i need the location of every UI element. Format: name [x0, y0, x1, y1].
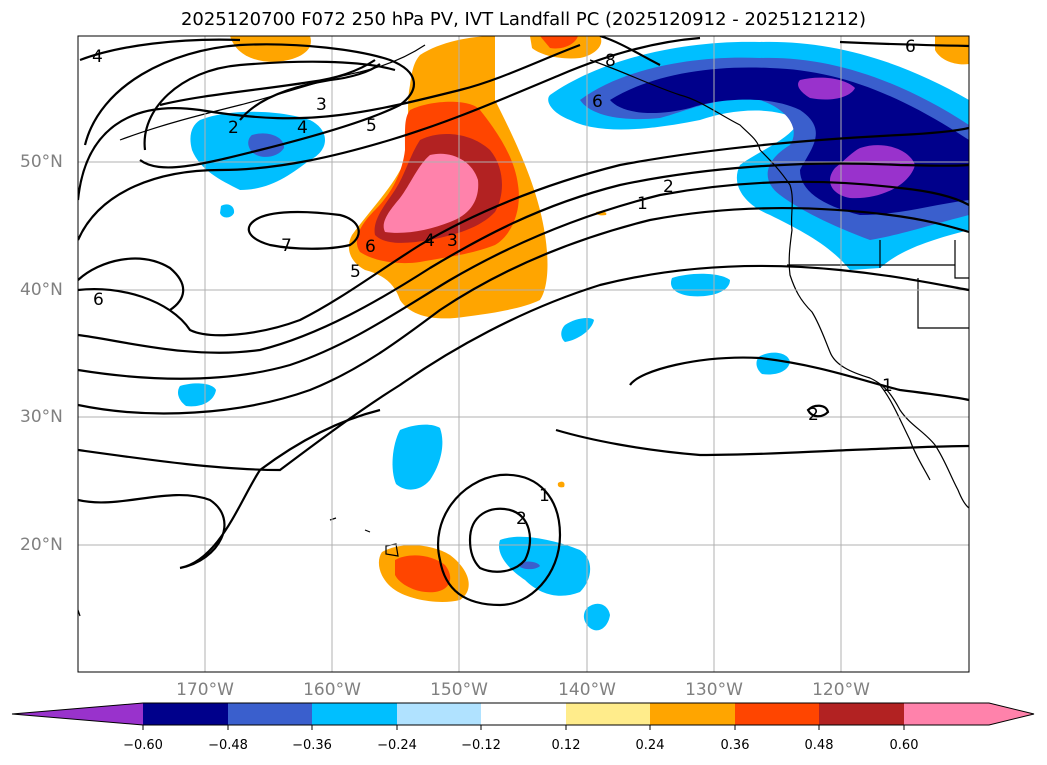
colorbar-tick-label: −0.24: [377, 738, 417, 753]
contour-label: 2: [808, 405, 819, 425]
contour-label: 6: [93, 290, 104, 310]
lon-label: 150°W: [430, 680, 488, 700]
colorbar-segment: [397, 703, 481, 725]
colorbar-tick-label: 0.24: [635, 738, 665, 753]
contour-label: 4: [92, 47, 103, 67]
lat-label: 30°N: [20, 407, 63, 427]
colorbar-tick-label: 0.36: [720, 738, 750, 753]
colorbar-tick-label: 0.48: [804, 738, 834, 753]
contour-label: 8: [605, 51, 616, 71]
colorbar-segment: [735, 703, 819, 725]
colorbar-segment: [566, 703, 650, 725]
map-frame: [77, 35, 970, 673]
colorbar-tick-label: −0.12: [461, 738, 501, 753]
colorbar: [11, 702, 1035, 730]
contour-label: 5: [366, 116, 377, 136]
contour-label: 4: [424, 231, 435, 251]
contour-label: 3: [316, 95, 327, 115]
colorbar-segment: [228, 703, 312, 725]
gridlines: [78, 36, 969, 672]
lon-label: 120°W: [812, 680, 870, 700]
colorbar-tick-label: 0.60: [889, 738, 919, 753]
pv-contours: [78, 36, 969, 607]
colorbar-segment: [312, 703, 397, 725]
contour-label: 1: [882, 376, 893, 396]
contour-label: 1: [637, 194, 648, 214]
colorbar-tick-label: −0.60: [123, 738, 163, 753]
lat-label: 50°N: [20, 152, 63, 172]
contour-label: 6: [365, 237, 376, 257]
contour-label: 1: [539, 486, 550, 506]
positive-pc-shading: [230, 36, 969, 602]
lon-label: 140°W: [558, 680, 616, 700]
contour-label: 3: [447, 231, 458, 251]
colorbar-tick-label: −0.36: [292, 738, 332, 753]
lon-label: 170°W: [176, 680, 234, 700]
figure-title: 2025120700 F072 250 hPa PV, IVT Landfall…: [180, 9, 867, 30]
contour-label: 2: [663, 177, 674, 197]
contour-label: 2: [228, 118, 239, 138]
contour-label: 4: [297, 118, 308, 138]
colorbar-segment: [904, 703, 989, 725]
colorbar-extend-high: [989, 703, 1034, 725]
contour-labels: 4 2 3 4 5 7 6 6 4 3 5 2 1 8 6 6 1 2 1 2: [92, 37, 916, 529]
negative-pc-shading: [178, 41, 969, 631]
contour-label: 5: [350, 262, 361, 282]
contour-label: 7: [281, 236, 292, 256]
colorbar-segment: [650, 703, 735, 725]
colorbar-segment: [819, 703, 904, 725]
lon-label: 130°W: [685, 680, 743, 700]
contour-label: 6: [592, 92, 603, 112]
lat-label: 40°N: [20, 280, 63, 300]
contour-label: 2: [516, 509, 527, 529]
colorbar-segment: [481, 703, 566, 725]
colorbar-tick-label: 0.12: [551, 738, 581, 753]
contour-label: 6: [905, 37, 916, 57]
colorbar-tick-label: −0.48: [208, 738, 248, 753]
lat-label: 20°N: [20, 535, 63, 555]
map-area: 4 2 3 4 5 7 6 6 4 3 5 2 1 8 6 6 1 2 1 2: [78, 36, 969, 672]
colorbar-segment: [143, 703, 228, 725]
lon-label: 160°W: [303, 680, 361, 700]
colorbar-extend-low: [12, 703, 143, 725]
